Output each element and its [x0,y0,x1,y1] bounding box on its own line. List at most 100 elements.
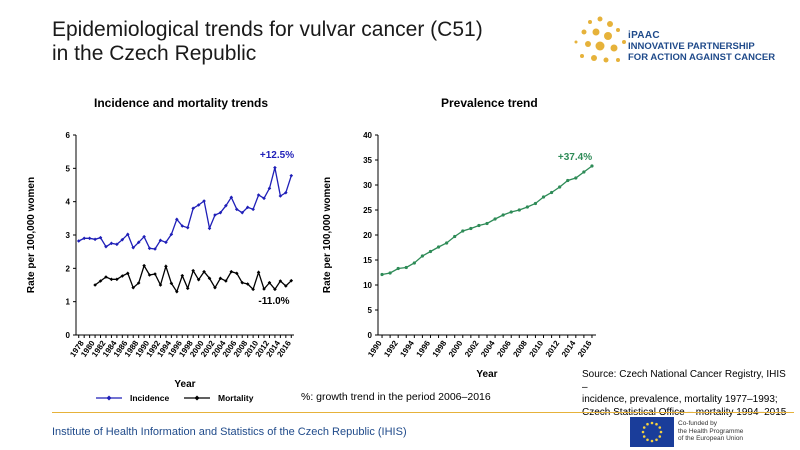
x-tick-label: 2012 [544,339,562,359]
data-point [175,217,179,222]
x-tick-label: 2004 [479,339,497,359]
data-point [131,245,136,250]
logo-dot [581,29,587,35]
y-tick-label: 25 [363,206,372,215]
data-point [109,277,114,282]
logo-dot [607,21,613,27]
page-title-line2: in the Czech Republic [52,42,257,65]
y-tick-label: 4 [66,198,71,207]
data-point [229,269,234,274]
data-point [549,190,554,195]
eu-star [658,426,662,429]
source-line: Source: Czech National Cancer Registry, … [582,369,786,393]
data-point [412,261,416,265]
x-tick-label: 1990 [366,339,384,359]
eu-cofunding: Co-funded by the Health Programme of the… [678,420,743,443]
data-point [396,266,400,271]
x-tick-label: 2008 [511,339,529,359]
data-point [404,265,408,270]
x-tick-label: 1992 [382,339,400,359]
data-point [218,276,223,281]
page-title-line1: Epidemiological trends for vulvar cancer… [52,18,483,41]
data-point [284,284,288,288]
chart2-title: Prevalence trend [441,96,538,110]
logo-dot [595,41,605,51]
eu-star [641,430,645,434]
data-point [582,170,586,174]
data-point [509,210,513,214]
logo-dot [604,32,612,40]
legend-label: Incidence [130,393,169,403]
data-point [125,271,130,276]
y-tick-label: 20 [363,231,372,240]
x-axis-label: Year [476,369,497,380]
prevalence-chart: 0 5 10 15 20 25 30 35 40 199019921994199619982000… [322,131,596,380]
footer-divider [52,412,794,413]
data-point [229,195,234,200]
x-axis-label: Year [174,379,195,390]
footer-institute: Institute of Health Information and Stat… [52,426,407,438]
x-tick-label: 1998 [431,339,449,359]
data-point [289,173,294,178]
y-tick-label: 15 [363,256,372,265]
legend-marker [194,395,200,401]
data-point [147,246,152,251]
data-point [256,193,261,197]
data-point [234,271,239,276]
source-line: incidence, prevalence, mortality 1977–19… [582,394,778,405]
data-point [590,164,594,168]
eu-star [642,426,646,429]
legend-item: Mortality [184,393,254,403]
y-tick-label: 5 [368,306,373,315]
logo-dot [585,41,591,47]
data-point [453,234,457,239]
y-axis-label: Rate per 100,000 women [322,177,333,293]
data-point [273,287,277,292]
data-point [202,199,206,203]
eu-star [646,438,649,442]
legend-item: Incidence [96,393,169,403]
data-point [420,254,425,258]
data-point [164,240,168,245]
data-point [207,226,212,231]
eu-star [655,438,658,442]
data-point [147,273,152,277]
y-tick-label: 10 [363,281,372,290]
logo-dot [588,20,592,24]
data-point [477,223,481,228]
data-point [153,247,157,251]
logo-dot [580,54,584,58]
data-point [469,226,473,231]
x-tick-label: 2000 [447,339,465,359]
y-tick-label: 5 [66,164,71,173]
logo-dot [616,28,620,32]
data-point [93,237,97,242]
y-tick-label: 30 [363,181,372,190]
data-point [461,229,465,233]
data-point [185,225,190,230]
logo-brand: iPAAC [628,30,660,41]
data-point [428,249,433,254]
x-tick-label: 2016 [576,339,594,359]
data-point [485,221,489,226]
logo-dot [616,58,620,62]
data-point [240,280,245,285]
data-point [256,270,261,275]
eu-star [646,422,649,426]
data-point [267,280,272,285]
data-point [574,176,578,180]
logo-dot [597,16,603,22]
eu-star [659,430,663,434]
y-tick-label: 1 [66,298,71,307]
x-tick-label: 1996 [415,339,433,359]
y-tick-label: 2 [66,264,71,273]
data-point [501,213,505,217]
data-point [180,224,185,228]
data-point [191,268,195,273]
data-point [445,241,449,245]
data-point [245,205,250,210]
growth-trend-note: %: growth trend in the period 2006–2016 [301,391,491,403]
x-tick-label: 2006 [495,339,513,359]
eu-line: Co-funded by [678,420,718,427]
data-point [541,195,546,199]
